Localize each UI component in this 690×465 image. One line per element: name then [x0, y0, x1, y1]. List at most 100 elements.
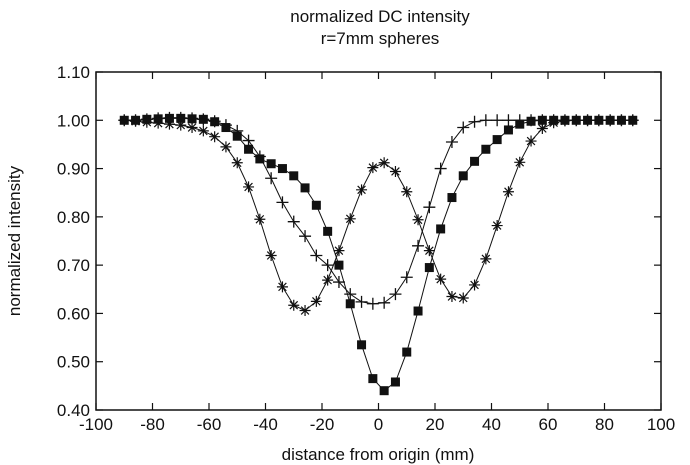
data-point-plus [366, 297, 379, 310]
data-point-asterisk [446, 291, 458, 303]
data-point-square [289, 171, 299, 181]
data-point-plus [197, 113, 210, 126]
data-point-square [424, 263, 434, 273]
data-point-square [334, 260, 344, 270]
data-point-square [481, 144, 491, 154]
x-axis: -100 -80 -60 -40 -20 0 20 40 60 80 100 [79, 72, 675, 434]
data-point-asterisk [243, 181, 255, 193]
data-point-plus [423, 201, 436, 214]
data-point-plus [129, 114, 142, 127]
data-point-asterisk [378, 157, 390, 169]
data-point-plus [468, 115, 481, 128]
data-point-plus [118, 114, 131, 127]
y-axis: 0.40 0.50 0.60 0.70 0.80 0.90 1.00 1.10 [57, 63, 661, 420]
data-point-asterisk [276, 281, 288, 293]
data-point-square [390, 377, 400, 387]
data-point-plus [479, 114, 492, 127]
data-point-asterisk [536, 122, 548, 134]
data-point-asterisk [412, 214, 424, 226]
data-point-asterisk [480, 253, 492, 265]
data-point-asterisk [209, 131, 221, 143]
data-point-square [458, 171, 468, 181]
data-point-square [345, 299, 355, 309]
data-point-plus [581, 114, 594, 127]
data-point-asterisk [288, 299, 300, 311]
data-point-asterisk [457, 292, 469, 304]
data-point-asterisk [265, 249, 277, 261]
data-point-plus [525, 114, 538, 127]
data-point-plus [400, 271, 413, 284]
data-point-asterisk [344, 213, 356, 225]
y-axis-title: normalized intensity [5, 165, 24, 316]
y-tick-label: 0.80 [57, 208, 90, 227]
data-point-square [368, 374, 378, 384]
data-point-asterisk [356, 184, 368, 196]
y-tick-label: 0.90 [57, 160, 90, 179]
x-tick-label: 80 [595, 415, 614, 434]
data-point-square [277, 164, 287, 174]
data-point-plus [310, 249, 323, 262]
data-point-plus [208, 115, 221, 128]
data-point-square [492, 135, 502, 145]
data-point-square [470, 156, 480, 166]
data-point-plus [174, 111, 187, 124]
series-layer [118, 111, 639, 396]
data-point-plus [231, 124, 244, 137]
data-point-plus [491, 114, 504, 127]
data-point-asterisk [197, 125, 209, 137]
data-point-plus [389, 288, 402, 301]
data-point-asterisk [186, 122, 198, 134]
data-point-plus [536, 114, 549, 127]
data-point-plus [332, 276, 345, 289]
data-point-asterisk [322, 274, 334, 286]
data-point-square [447, 193, 457, 203]
y-tick-label: 1.00 [57, 111, 90, 130]
data-point-plus [513, 114, 526, 127]
data-point-plus [615, 114, 628, 127]
data-point-asterisk [491, 220, 503, 232]
series-line [124, 119, 633, 312]
data-point-plus [547, 114, 560, 127]
data-point-asterisk [333, 245, 345, 257]
series-line [124, 117, 633, 392]
data-point-plus [163, 111, 176, 124]
x-tick-label: -60 [197, 415, 222, 434]
series-line [124, 117, 633, 305]
data-point-plus [570, 114, 583, 127]
data-point-plus [502, 114, 515, 127]
x-tick-label: 60 [539, 415, 558, 434]
x-tick-label: -100 [79, 415, 113, 434]
x-tick-label: -40 [253, 415, 278, 434]
series-square [119, 113, 638, 396]
x-tick-label: 0 [374, 415, 383, 434]
data-point-plus [558, 114, 571, 127]
data-point-asterisk [310, 295, 322, 307]
y-tick-label: 0.40 [57, 401, 90, 420]
chart-title: normalized DC intensity [290, 7, 470, 26]
data-point-plus [287, 215, 300, 228]
data-point-square [379, 386, 389, 396]
data-point-asterisk [502, 186, 514, 198]
data-point-plus [344, 288, 357, 301]
data-point-asterisk [231, 157, 243, 169]
data-point-square [503, 125, 513, 135]
data-point-square [266, 159, 276, 169]
data-point-square [323, 226, 333, 236]
data-point-square [357, 340, 367, 350]
data-point-plus [355, 295, 368, 308]
data-point-asterisk [435, 273, 447, 285]
series-plus [118, 111, 639, 310]
series-asterisk [118, 114, 639, 317]
data-point-square [244, 144, 254, 154]
data-point-square [436, 224, 446, 234]
data-point-plus [219, 119, 232, 132]
data-point-asterisk [175, 119, 187, 131]
chart-subtitle: r=7mm spheres [321, 29, 440, 48]
data-point-plus [378, 296, 391, 309]
data-point-asterisk [163, 118, 175, 130]
data-point-plus [626, 114, 639, 127]
data-point-asterisk [220, 141, 232, 153]
data-point-plus [592, 114, 605, 127]
data-point-square [413, 306, 423, 316]
